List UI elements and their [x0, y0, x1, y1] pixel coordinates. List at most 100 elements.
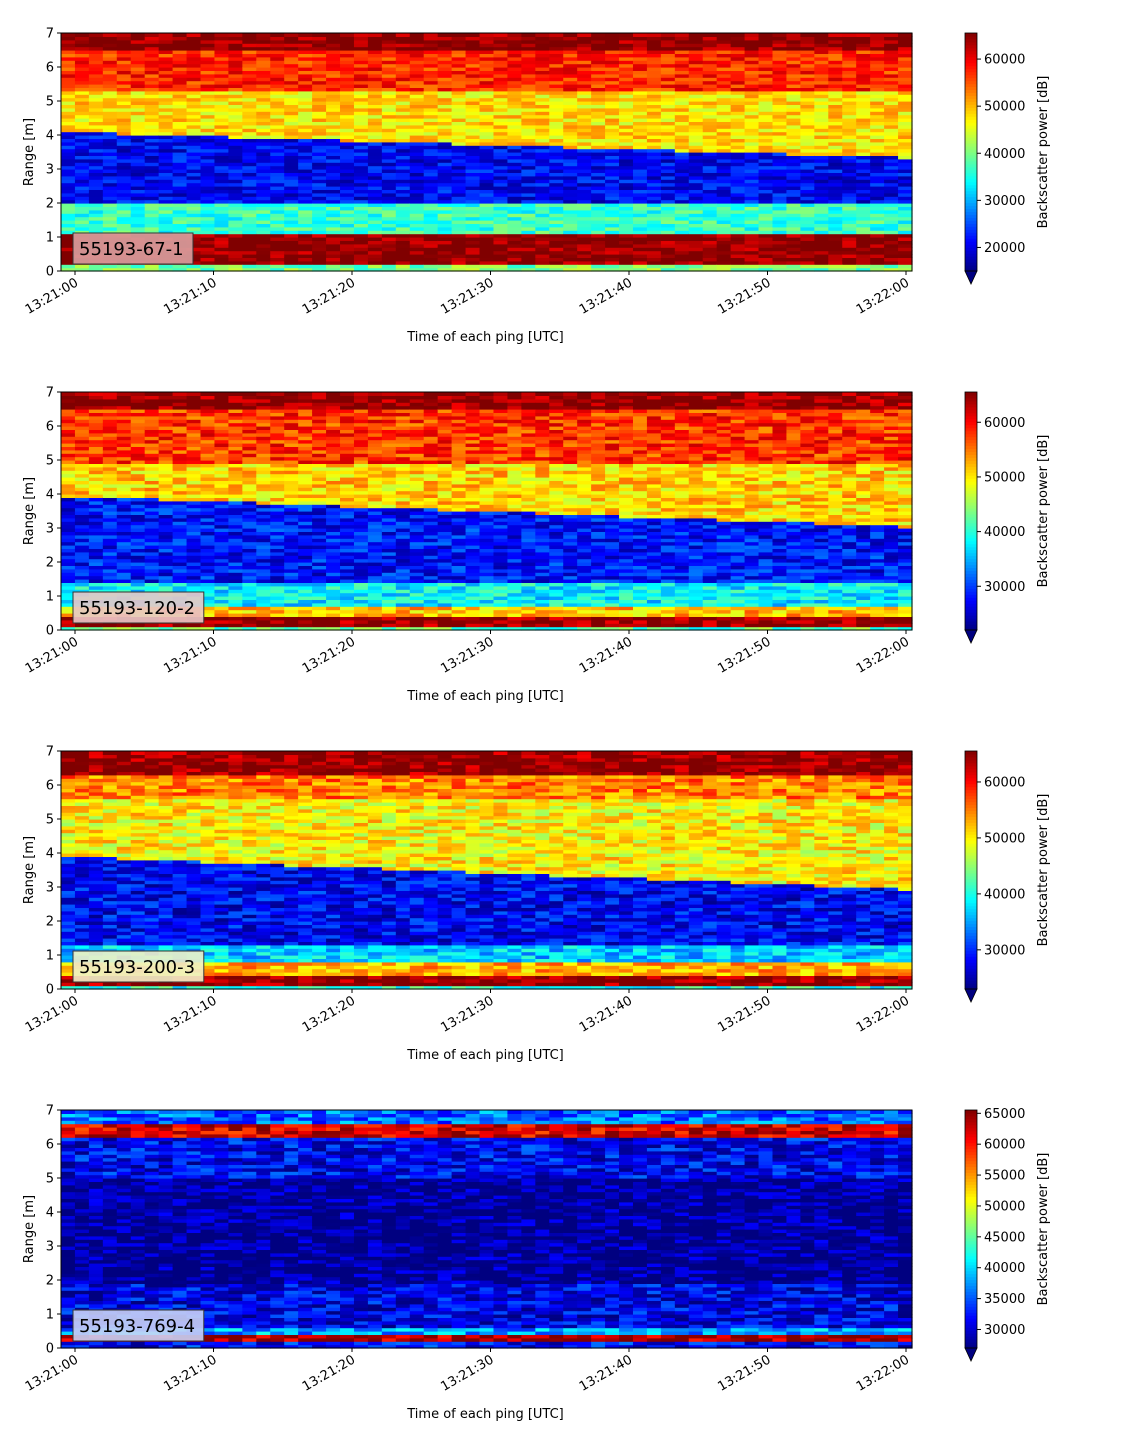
- heatmap-cell: [117, 504, 132, 508]
- heatmap-cell: [535, 193, 550, 197]
- heatmap-cell: [173, 142, 188, 146]
- heatmap-cell: [173, 193, 188, 197]
- heatmap-cell: [396, 244, 411, 248]
- heatmap-cell: [661, 210, 676, 214]
- colorbar-segment: [965, 140, 977, 143]
- heatmap-cell: [577, 193, 592, 197]
- heatmap-cell: [814, 200, 829, 204]
- heatmap-cell: [173, 200, 188, 204]
- heatmap-cell: [145, 183, 160, 187]
- heatmap-cell: [89, 392, 104, 396]
- heatmap-cell: [703, 210, 718, 214]
- panel-2: 0123456713:21:00 13:21:10 13:21:20 13:21:30…: [22, 386, 1051, 705]
- colorbar-segment: [965, 72, 977, 75]
- heatmap-cell: [131, 217, 146, 221]
- heatmap-cell: [214, 264, 229, 268]
- heatmap-cell: [284, 234, 299, 238]
- heatmap-cell: [898, 234, 913, 238]
- heatmap-cell: [103, 504, 118, 508]
- heatmap-cell: [326, 176, 341, 180]
- heatmap-cell: [326, 149, 341, 153]
- heatmap-cell: [298, 217, 313, 221]
- heatmap-cell: [340, 149, 355, 153]
- heatmap-cell: [800, 227, 815, 231]
- heatmap-cell: [507, 251, 522, 255]
- heatmap-cell: [745, 183, 760, 187]
- heatmap-cell: [856, 176, 871, 180]
- heatmap-cell: [117, 470, 132, 474]
- heatmap-cell: [759, 33, 774, 37]
- heatmap-cell: [466, 251, 481, 255]
- heatmap-cell: [201, 244, 216, 248]
- heatmap-cell: [103, 176, 118, 180]
- heatmap-cell: [828, 132, 843, 136]
- heatmap-cell: [842, 227, 857, 231]
- heatmap-cell: [493, 227, 508, 231]
- heatmap-cell: [466, 142, 481, 146]
- x-tick-label: 13:21:30: [438, 275, 496, 317]
- heatmap-cell: [270, 264, 285, 268]
- colorbar-segment: [965, 45, 977, 48]
- heatmap-cell: [117, 33, 132, 37]
- colorbar: 2000030000400005000060000Backscatter pow…: [965, 33, 1051, 284]
- heatmap-cell: [480, 193, 495, 197]
- heatmap-cell: [535, 234, 550, 238]
- heatmap-cell: [661, 234, 676, 238]
- colorbar-label: Backscatter power [dB]: [1036, 76, 1051, 229]
- heatmap-cell: [661, 149, 676, 153]
- heatmap-cell: [689, 183, 704, 187]
- heatmap-cell: [842, 217, 857, 221]
- heatmap-cell: [828, 264, 843, 268]
- heatmap-cell: [507, 176, 522, 180]
- colorbar-segment: [965, 203, 977, 206]
- heatmap-cell: [228, 149, 243, 153]
- colorbar-segment: [965, 152, 977, 155]
- heatmap-cell: [284, 264, 299, 268]
- heatmap-cell: [382, 159, 397, 163]
- heatmap-cell: [103, 264, 118, 268]
- heatmap-cell: [201, 142, 216, 146]
- heatmap-cell: [131, 210, 146, 214]
- heatmap-cell: [661, 183, 676, 187]
- heatmap-cell: [563, 193, 578, 197]
- heatmap-cell: [173, 227, 188, 231]
- heatmap-cell: [675, 166, 690, 170]
- heatmap-cell: [661, 264, 676, 268]
- heatmap-cell: [438, 166, 453, 170]
- heatmap-cell: [772, 244, 787, 248]
- heatmap-cell: [410, 244, 425, 248]
- heatmap-cell: [884, 210, 899, 214]
- heatmap-cell: [745, 149, 760, 153]
- heatmap-cell: [340, 210, 355, 214]
- heatmap-cell: [298, 176, 313, 180]
- heatmap-cell: [214, 234, 229, 238]
- heatmap-cell: [145, 504, 160, 508]
- colorbar-tick-label: 40000: [984, 147, 1025, 162]
- colorbar-segment: [965, 78, 977, 81]
- heatmap-cell: [507, 234, 522, 238]
- heatmap-cell: [521, 166, 536, 170]
- heatmap-cell: [577, 244, 592, 248]
- heatmap-cell: [187, 159, 202, 163]
- heatmap-cell: [103, 200, 118, 204]
- heatmap-cell: [717, 149, 732, 153]
- heatmap-cell: [535, 142, 550, 146]
- colorbar-segment: [965, 256, 977, 259]
- heatmap-cell: [675, 251, 690, 255]
- heatmap-cell: [424, 234, 439, 238]
- heatmap-cell: [89, 149, 104, 153]
- heatmap-cell: [535, 200, 550, 204]
- heatmap-cell: [452, 244, 467, 248]
- heatmap-cell: [452, 200, 467, 204]
- heatmap-cell: [535, 227, 550, 231]
- heatmap-cell: [368, 142, 383, 146]
- heatmap-cell: [131, 176, 146, 180]
- heatmap-cell: [884, 132, 899, 136]
- heatmap-cell: [89, 159, 104, 163]
- heatmap-cell: [480, 183, 495, 187]
- heatmap-cell: [800, 217, 815, 221]
- heatmap-cell: [242, 33, 257, 37]
- colorbar-segment: [965, 173, 977, 176]
- heatmap-cell: [521, 227, 536, 231]
- heatmap-cell: [187, 193, 202, 197]
